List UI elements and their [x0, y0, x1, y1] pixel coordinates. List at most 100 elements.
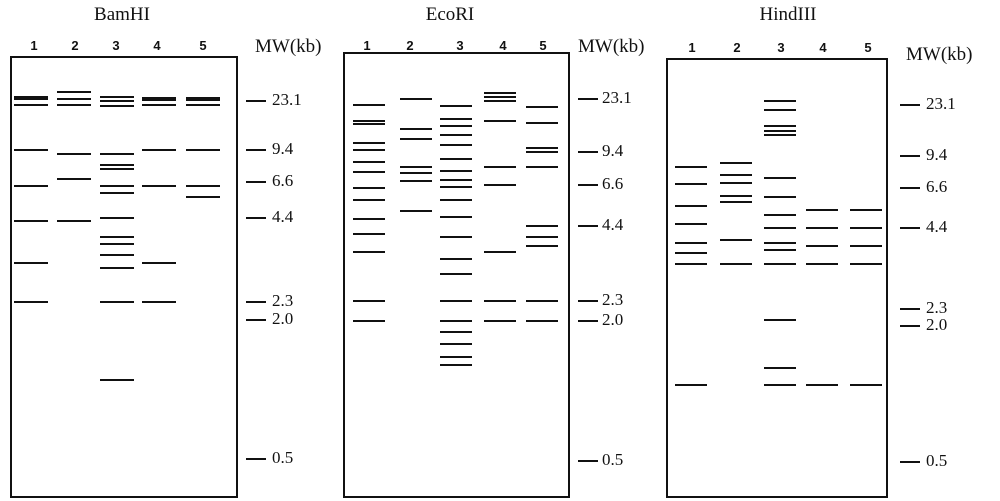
marker-label: 2.0 — [272, 309, 294, 328]
marker-tick — [578, 225, 598, 227]
lane-label: 1 — [363, 38, 371, 53]
band — [100, 105, 134, 107]
band — [186, 99, 220, 101]
band — [353, 218, 385, 220]
band — [142, 104, 176, 106]
band — [440, 134, 472, 136]
band — [764, 134, 796, 136]
band — [764, 196, 796, 198]
marker-label: 2.3 — [272, 291, 294, 310]
band — [400, 128, 432, 130]
band — [14, 149, 48, 151]
band — [806, 263, 838, 265]
marker-label: 6.6 — [926, 177, 948, 196]
band — [100, 301, 134, 303]
band — [353, 104, 385, 106]
band — [440, 118, 472, 120]
marker-label: 6.6 — [272, 171, 294, 190]
band — [400, 210, 432, 212]
band — [57, 98, 91, 100]
band — [806, 384, 838, 386]
lane-label: 1 — [688, 40, 696, 55]
lane-label: 1 — [30, 38, 38, 53]
band — [764, 130, 796, 132]
band — [14, 104, 48, 106]
band — [100, 236, 134, 238]
band — [675, 252, 707, 254]
band — [100, 100, 134, 102]
marker-tick — [246, 458, 266, 460]
band — [100, 243, 134, 245]
band — [484, 300, 516, 302]
marker-tick — [578, 320, 598, 322]
marker-label: 0.5 — [602, 450, 624, 469]
band — [675, 263, 707, 265]
band — [764, 367, 796, 369]
marker-tick — [246, 100, 266, 102]
lane-label: 2 — [71, 38, 79, 53]
marker-label: 23.1 — [272, 90, 302, 109]
marker-label: 2.0 — [926, 315, 948, 334]
band — [100, 217, 134, 219]
marker-label: 6.6 — [602, 174, 624, 193]
band — [400, 172, 432, 174]
band — [440, 179, 472, 181]
band — [14, 262, 48, 264]
band — [142, 262, 176, 264]
band — [100, 267, 134, 269]
marker-label: 4.4 — [926, 217, 948, 236]
band — [100, 254, 134, 256]
band — [764, 319, 796, 321]
band — [100, 168, 134, 170]
marker-label: 9.4 — [272, 139, 294, 158]
band — [440, 125, 472, 127]
band — [720, 201, 752, 203]
gel-area — [10, 56, 238, 498]
band — [440, 364, 472, 366]
marker-label: 9.4 — [926, 145, 948, 164]
marker-tick — [246, 319, 266, 321]
mw-title: MW(kb) — [906, 44, 973, 65]
band — [526, 236, 558, 238]
band — [440, 105, 472, 107]
band — [484, 320, 516, 322]
marker-tick — [900, 308, 920, 310]
gel-area — [666, 58, 888, 498]
band — [440, 331, 472, 333]
band — [526, 166, 558, 168]
band — [186, 97, 220, 99]
band — [57, 153, 91, 155]
lane-label: 3 — [456, 38, 464, 53]
marker-label: 23.1 — [926, 94, 956, 113]
band — [440, 258, 472, 260]
band — [440, 273, 472, 275]
band — [806, 245, 838, 247]
band — [186, 104, 220, 106]
band — [100, 153, 134, 155]
marker-label: 4.4 — [602, 215, 624, 234]
band — [186, 149, 220, 151]
band — [440, 186, 472, 188]
band — [764, 125, 796, 127]
marker-tick — [900, 187, 920, 189]
band — [14, 96, 48, 98]
marker-label: 0.5 — [926, 451, 948, 470]
mw-title: MW(kb) — [255, 36, 322, 57]
lane-label: 3 — [112, 38, 120, 53]
band — [57, 91, 91, 93]
marker-tick — [578, 300, 598, 302]
band — [850, 209, 882, 211]
band — [675, 242, 707, 244]
marker-tick — [246, 149, 266, 151]
lane-label: 4 — [153, 38, 161, 53]
band — [440, 320, 472, 322]
band — [142, 301, 176, 303]
marker-tick — [246, 181, 266, 183]
band — [720, 239, 752, 241]
marker-tick — [578, 98, 598, 100]
band — [526, 151, 558, 153]
band — [764, 227, 796, 229]
marker-label: 2.0 — [602, 310, 624, 329]
band — [484, 120, 516, 122]
band — [440, 144, 472, 146]
